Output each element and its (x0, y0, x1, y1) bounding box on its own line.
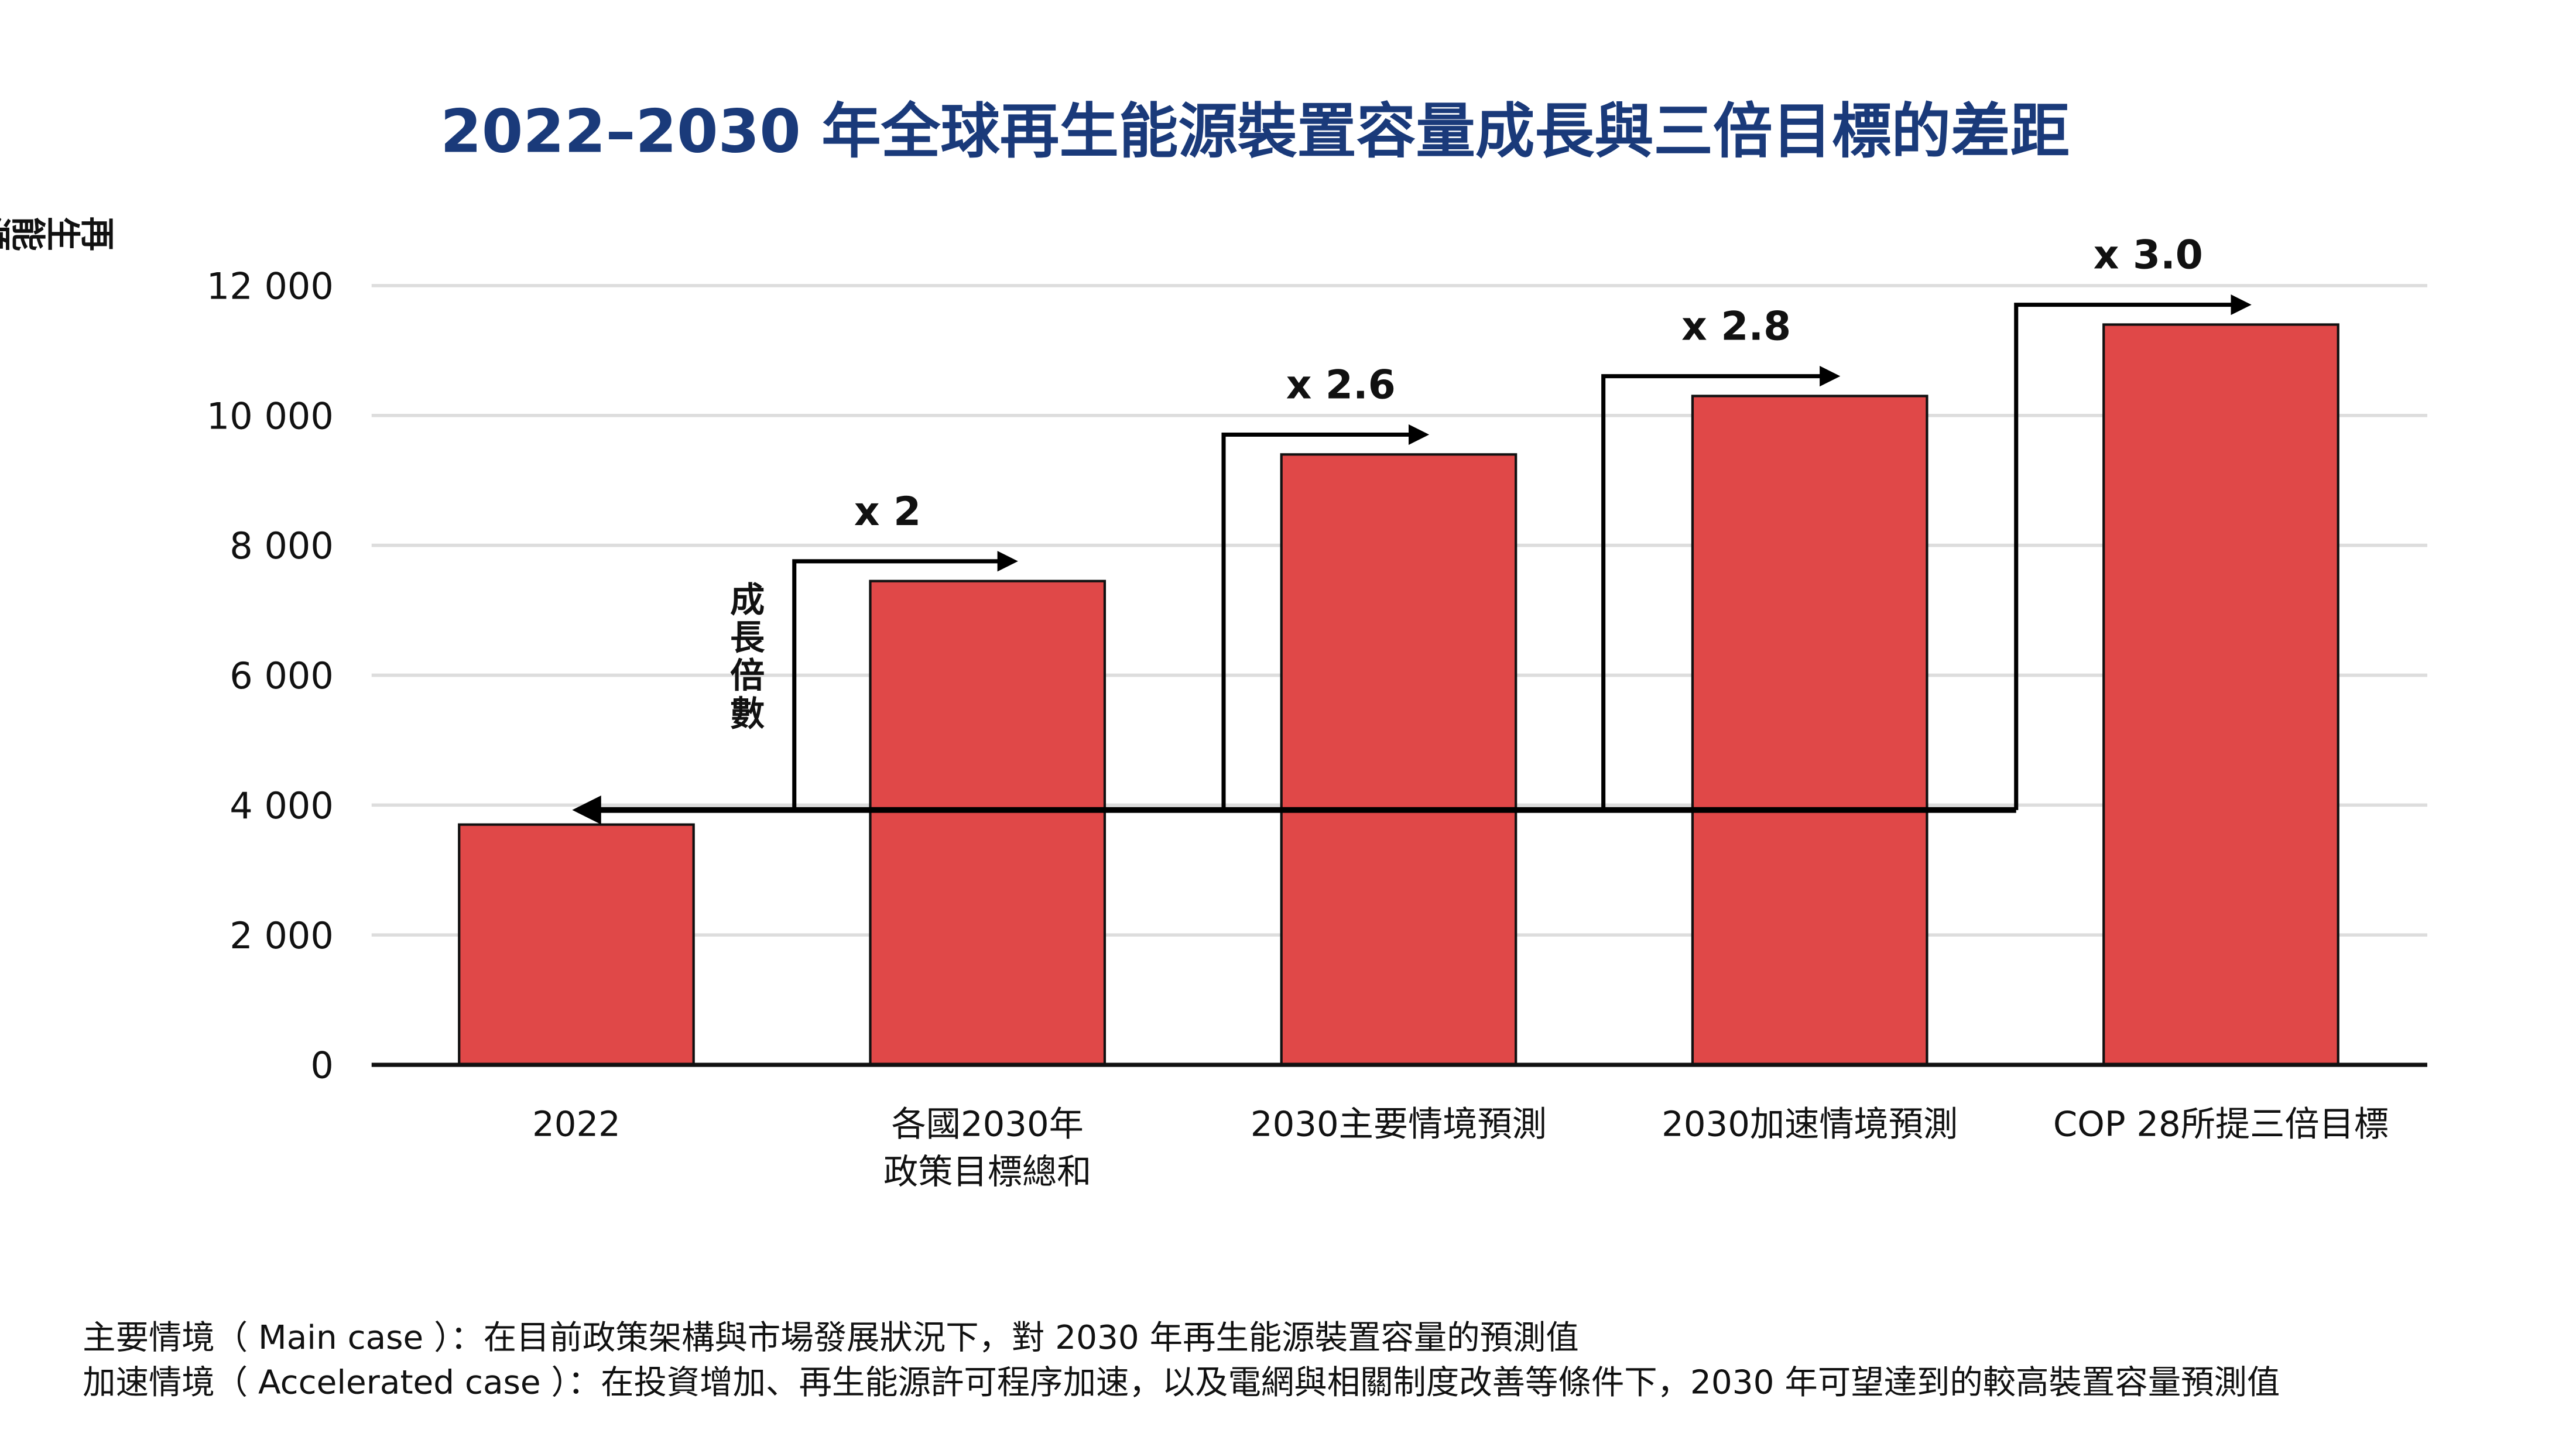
y-tick-label: 4 000 (229, 784, 334, 827)
y-axis-label: 再生能源裝置容量（百萬瓩，GW） (0, 211, 116, 251)
bar (1691, 395, 1928, 1067)
bar (869, 580, 1107, 1067)
growth-arrow (2014, 294, 2252, 810)
multiplier-label: x 2 (854, 488, 921, 534)
bar (458, 823, 695, 1067)
multiplier-label: x 3.0 (2094, 232, 2203, 278)
note-main-case: 主要情境（ Main case ）：在目前政策架構與市場發展狀況下，對 2030… (83, 1319, 1579, 1357)
bar (2102, 323, 2339, 1067)
bar (1280, 453, 1517, 1067)
x-tick-label: 各國2030年 (892, 1103, 1084, 1144)
multiplier-label: x 2.8 (1681, 303, 1791, 349)
growth-arrow (1221, 424, 1430, 810)
note-accelerated-case: 加速情境（ Accelerated case ）：在投資增加、再生能源許可程序加… (83, 1363, 2280, 1401)
x-tick-label: 2030加速情境預測 (1662, 1103, 1958, 1144)
y-tick-label: 6 000 (229, 654, 334, 697)
x-tick-label: COP 28所提三倍目標 (2053, 1103, 2389, 1144)
y-tick-label: 0 (310, 1044, 333, 1087)
growth-arrow (792, 551, 1018, 810)
x-tick-label: 2022 (532, 1103, 621, 1144)
growth-arrow (1601, 366, 1841, 810)
y-tick-label: 2 000 (229, 914, 334, 957)
multiplier-label: x 2.6 (1286, 361, 1396, 407)
x-tick-label: 政策目標總和 (883, 1151, 1091, 1192)
y-tick-label: 8 000 (229, 524, 334, 567)
y-tick-label: 10 000 (207, 395, 334, 437)
y-tick-label: 12 000 (207, 265, 334, 307)
chart-title: 2022–2030 年全球再生能源裝置容量成長與三倍目標的差距 (440, 97, 2070, 166)
x-tick-label: 2030主要情境預測 (1251, 1103, 1547, 1144)
multiplier-axis-label: 成長倍數 (725, 581, 765, 733)
